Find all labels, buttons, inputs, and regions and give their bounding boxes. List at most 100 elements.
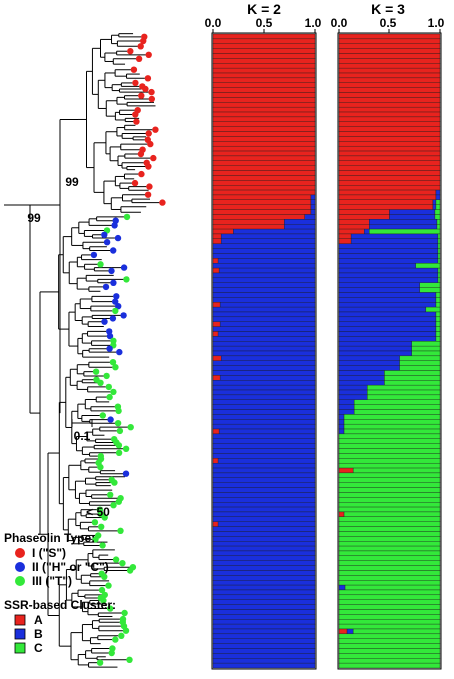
k2-bar-87-a <box>212 458 219 464</box>
k3-bar-39-a <box>338 224 370 230</box>
k3-bar-54-b <box>338 297 437 303</box>
k2-bar-52-b <box>212 287 316 293</box>
tree-tip-44 <box>110 279 117 286</box>
k2-bar-42-b <box>220 238 316 244</box>
k2-bar-117-b <box>212 604 316 610</box>
k3-bar-99-c <box>338 516 441 522</box>
tree-tip-3 <box>127 48 134 55</box>
k3-bar-73-b <box>338 389 368 396</box>
k2-tick-label-1: 1.0 <box>305 16 322 30</box>
k2-bar-28-a <box>212 170 316 176</box>
k3-bar-57-c <box>435 311 441 318</box>
tree-tip-54 <box>106 332 114 340</box>
k2-bar-48-b <box>218 267 316 274</box>
k2-bar-3-a <box>212 48 316 54</box>
k2-panel-title: K = 2 <box>247 1 281 17</box>
phaseolin-ii-marker <box>15 562 25 572</box>
k3-bar-55-c <box>435 302 441 308</box>
k3-bar-58-c <box>435 316 441 322</box>
tree-tip-96 <box>117 527 124 534</box>
tree-tip-98 <box>92 536 99 543</box>
k3-bar-39-c <box>436 224 441 230</box>
k2-bar-81-a <box>212 428 220 435</box>
k3-bar-45-b <box>338 253 439 259</box>
k3-bar-3-a <box>338 48 441 54</box>
scale-bar-label: 0.1 <box>74 429 91 443</box>
bootstrap-label-upper: 99 <box>65 175 79 189</box>
k2-bar-129-b <box>212 662 316 669</box>
k2-bar-65-b <box>212 350 316 357</box>
phaseolin-legend-item-1: I ("S") <box>15 546 66 560</box>
k3-bar-43-c <box>437 243 441 249</box>
tree-tip-84 <box>122 470 130 477</box>
tree-tip-122 <box>96 659 104 666</box>
k3-bar-8-a <box>338 72 441 79</box>
tree-tip-67 <box>106 393 113 401</box>
k3-bar-40-b <box>364 228 370 235</box>
tree-tip-112 <box>121 609 128 617</box>
tree-tip-40 <box>97 261 104 268</box>
phaseolin-i-label: I ("S") <box>32 546 66 560</box>
k2-bar-72-b <box>212 384 316 391</box>
k2-bar-111-b <box>212 575 316 581</box>
k3-bar-52-b <box>338 287 420 293</box>
k3-bar-124-c <box>338 638 441 644</box>
k3-bar-121-c <box>338 623 441 630</box>
k2-bar-8-a <box>212 72 316 79</box>
tree-tip-22 <box>137 150 145 158</box>
k3-bar-111-c <box>338 575 441 581</box>
k3-bar-28-a <box>338 170 441 176</box>
tree-tip-27 <box>131 179 139 187</box>
k2-bar-59-a <box>212 321 221 327</box>
k3-bar-74-c <box>367 394 441 400</box>
k3-bar-35-a <box>338 204 434 210</box>
tree-tip-64 <box>97 379 104 386</box>
k2-bar-105-b <box>212 545 316 552</box>
k3-bar-91-c <box>338 477 441 483</box>
k3-bar-94-c <box>338 492 441 498</box>
k2-bar-74-b <box>212 394 316 400</box>
k2-bar-81-b <box>218 428 316 435</box>
k3-bar-64-c <box>411 345 441 352</box>
k3-bar-93-c <box>338 487 441 493</box>
k3-bar-34-a <box>338 199 434 205</box>
k2-bar-69-b <box>212 370 316 376</box>
k3-bar-50-c <box>437 277 441 283</box>
tree-tip-100 <box>112 556 120 563</box>
k3-bar-86-c <box>338 453 441 459</box>
k2-axis-ticks <box>212 29 316 33</box>
k2-bar-86-b <box>212 453 316 459</box>
tree-tip-111 <box>107 605 114 612</box>
k2-bar-32-a <box>212 189 316 196</box>
k3-bar-125-c <box>338 643 441 649</box>
k3-bar-42-c <box>437 238 441 244</box>
k3-bar-63-b <box>338 341 412 347</box>
k3-bar-47-b <box>338 263 416 269</box>
k3-bar-120-c <box>338 619 441 625</box>
k2-bar-127-b <box>212 653 316 659</box>
k3-bar-89-c <box>352 467 441 474</box>
phaseolin-iii-marker <box>15 576 25 586</box>
k2-bar-115-b <box>212 594 316 600</box>
k2-bar-34-a <box>212 199 312 205</box>
tree-tip-46 <box>113 293 120 300</box>
phaseolin-legend-item-2: II ("H" or "C") <box>15 560 109 574</box>
tree-tip-8 <box>132 79 139 87</box>
k2-bar-118-b <box>212 609 316 615</box>
k2-bar-55-b <box>219 302 316 308</box>
tree-tip-53 <box>106 328 113 335</box>
k2-bar-26-a <box>212 160 316 166</box>
k2-bar-71-b <box>212 380 316 386</box>
k2-bar-37-a <box>212 214 305 220</box>
tree-tip-20 <box>147 140 154 148</box>
tree-tip-17 <box>152 126 159 133</box>
k3-bar-123-c <box>338 633 441 639</box>
k2-bar-51-b <box>212 282 316 288</box>
k2-bar-43-b <box>212 243 316 249</box>
tree-tip-4 <box>145 51 152 58</box>
k3-bar-38-c <box>436 219 441 225</box>
k2-bar-58-b <box>212 316 316 322</box>
k3-bar-98-a <box>338 511 345 517</box>
k3-bar-38-a <box>338 219 370 225</box>
